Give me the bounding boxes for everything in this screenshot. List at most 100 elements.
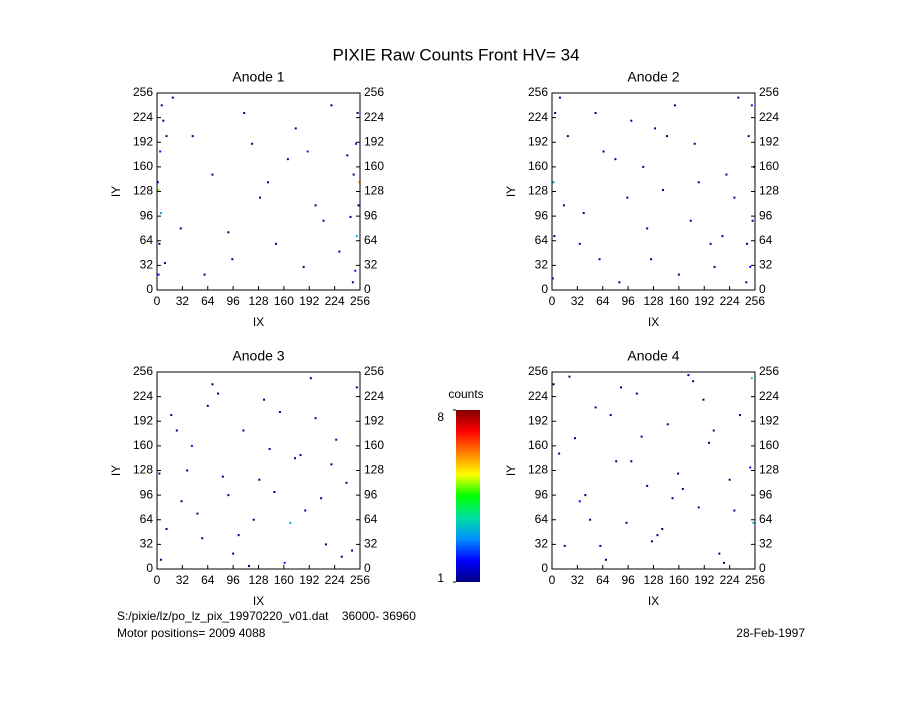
y-tick-label-right: 32	[759, 258, 773, 272]
x-tick-label: 160	[274, 294, 294, 308]
y-tick-label-right: 160	[364, 159, 384, 173]
x-tick-label: 224	[720, 573, 740, 587]
colorbar-tick-label: 1	[437, 571, 444, 585]
y-tick-label-right: 192	[759, 413, 779, 427]
y-tick-label: 0	[541, 561, 548, 575]
pixel	[751, 219, 754, 222]
y-tick-label-right: 256	[759, 364, 779, 378]
pixel	[159, 150, 162, 153]
y-tick-label: 96	[140, 487, 154, 501]
y-tick-label-right: 160	[759, 438, 779, 452]
pixel	[309, 377, 312, 380]
pixel	[650, 258, 653, 261]
x-tick-label: 64	[201, 573, 215, 587]
y-tick-label: 96	[535, 208, 549, 222]
pixel	[294, 127, 297, 130]
pixel	[304, 509, 307, 512]
pixel	[232, 552, 235, 555]
x-tick-label: 192	[299, 573, 319, 587]
pixel	[352, 173, 355, 176]
pixel	[322, 219, 325, 222]
pixel	[358, 181, 361, 184]
pixel	[186, 469, 189, 472]
x-tick-label: 192	[694, 573, 714, 587]
pixel	[747, 135, 750, 138]
pixel	[609, 414, 612, 417]
x-tick-label: 96	[226, 294, 240, 308]
y-tick-label: 32	[140, 537, 154, 551]
pixel	[750, 377, 753, 380]
pixel	[721, 235, 724, 238]
pixel	[206, 404, 209, 407]
pixel	[180, 500, 183, 503]
x-tick-label: 64	[596, 294, 610, 308]
chart-title: PIXIE Raw Counts Front HV= 34	[332, 45, 579, 64]
pixel	[738, 414, 741, 417]
pixel	[650, 540, 653, 543]
pixel	[562, 204, 565, 207]
y-tick-label-right: 0	[759, 561, 766, 575]
y-tick-label: 192	[133, 413, 153, 427]
y-tick-label: 64	[535, 233, 549, 247]
y-tick-label-right: 160	[364, 438, 384, 452]
x-tick-label: 32	[571, 573, 585, 587]
pixel	[243, 112, 246, 115]
pixel	[320, 497, 323, 500]
pixel	[697, 506, 700, 509]
pixel	[614, 158, 617, 161]
y-axis-label: IY	[504, 186, 518, 197]
y-tick-label: 0	[146, 561, 153, 575]
y-axis-label: IY	[109, 465, 123, 476]
y-tick-label: 256	[528, 364, 548, 378]
x-tick-label: 32	[571, 294, 585, 308]
pixel	[221, 475, 224, 478]
pixel	[661, 527, 664, 530]
y-tick-label-right: 192	[364, 134, 384, 148]
pixel	[750, 104, 753, 107]
pixel	[157, 273, 160, 276]
pixel	[671, 497, 674, 500]
pixel	[578, 500, 581, 503]
y-tick-label-right: 160	[759, 159, 779, 173]
y-tick-label: 192	[133, 134, 153, 148]
pixel	[746, 242, 749, 245]
pixel	[330, 463, 333, 466]
y-tick-label-right: 128	[364, 463, 384, 477]
motor-note: Motor positions= 2009 4088	[117, 626, 266, 640]
y-tick-label: 256	[133, 364, 153, 378]
pixel	[293, 457, 296, 460]
pixel	[728, 478, 731, 481]
pixel	[630, 119, 633, 122]
pixel	[237, 534, 240, 537]
x-tick-label: 96	[226, 573, 240, 587]
y-tick-label: 32	[535, 258, 549, 272]
pixel	[162, 119, 165, 122]
y-tick-label-right: 224	[364, 110, 384, 124]
x-tick-label: 128	[643, 294, 663, 308]
y-tick-label: 96	[535, 487, 549, 501]
x-tick-label: 32	[176, 573, 190, 587]
x-tick-label: 256	[745, 294, 765, 308]
pixel	[165, 135, 168, 138]
y-tick-label-right: 192	[759, 134, 779, 148]
y-tick-label-right: 96	[364, 208, 378, 222]
x-tick-label: 32	[176, 294, 190, 308]
pixel	[179, 227, 182, 230]
pixel	[196, 512, 199, 515]
pixel	[211, 173, 214, 176]
pixel	[273, 491, 276, 494]
pixel	[267, 181, 270, 184]
x-tick-label: 160	[669, 294, 689, 308]
x-tick-label: 0	[549, 294, 556, 308]
pixel	[163, 262, 166, 265]
pixel	[594, 406, 597, 409]
x-tick-label: 96	[621, 294, 635, 308]
y-tick-label: 160	[133, 438, 153, 452]
x-axis-label: IX	[648, 594, 659, 608]
pixel	[171, 96, 174, 99]
pixel	[349, 215, 352, 218]
pixel	[578, 242, 581, 245]
pixel	[231, 258, 234, 261]
